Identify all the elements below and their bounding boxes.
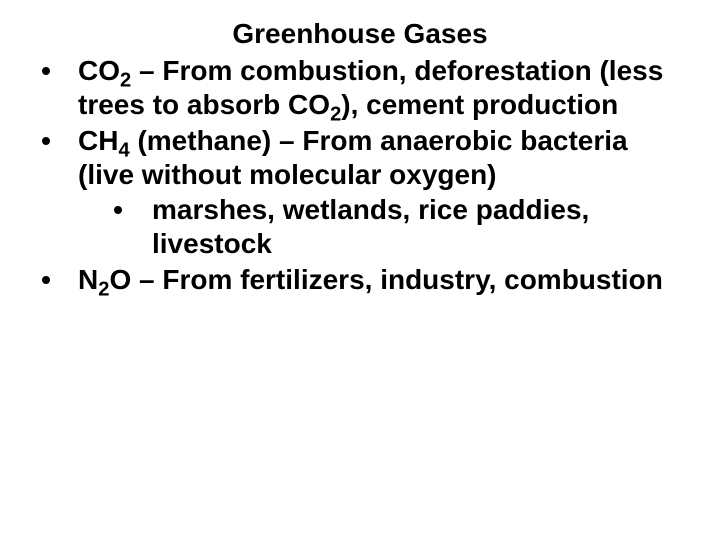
- item-text: N2O – From fertilizers, industry, combus…: [78, 264, 663, 295]
- sub-list-item: marshes, wetlands, rice paddies, livesto…: [120, 193, 690, 261]
- sub-item-text: marshes, wetlands, rice paddies, livesto…: [152, 194, 589, 259]
- subscript: 4: [118, 140, 129, 162]
- item-text: CO2 – From combustion, deforestation (le…: [78, 55, 663, 120]
- list-item: CH4 (methane) – From anaerobic bacteria …: [64, 124, 690, 261]
- subscript: 2: [98, 279, 109, 301]
- item-text: CH4 (methane) – From anaerobic bacteria …: [78, 125, 628, 190]
- slide-title: Greenhouse Gases: [30, 18, 690, 50]
- subscript: 2: [330, 104, 341, 126]
- list-item: CO2 – From combustion, deforestation (le…: [64, 54, 690, 122]
- subscript: 2: [120, 70, 131, 92]
- list-item: N2O – From fertilizers, industry, combus…: [64, 263, 690, 297]
- sub-list: marshes, wetlands, rice paddies, livesto…: [78, 193, 690, 261]
- bullet-list: CO2 – From combustion, deforestation (le…: [30, 54, 690, 297]
